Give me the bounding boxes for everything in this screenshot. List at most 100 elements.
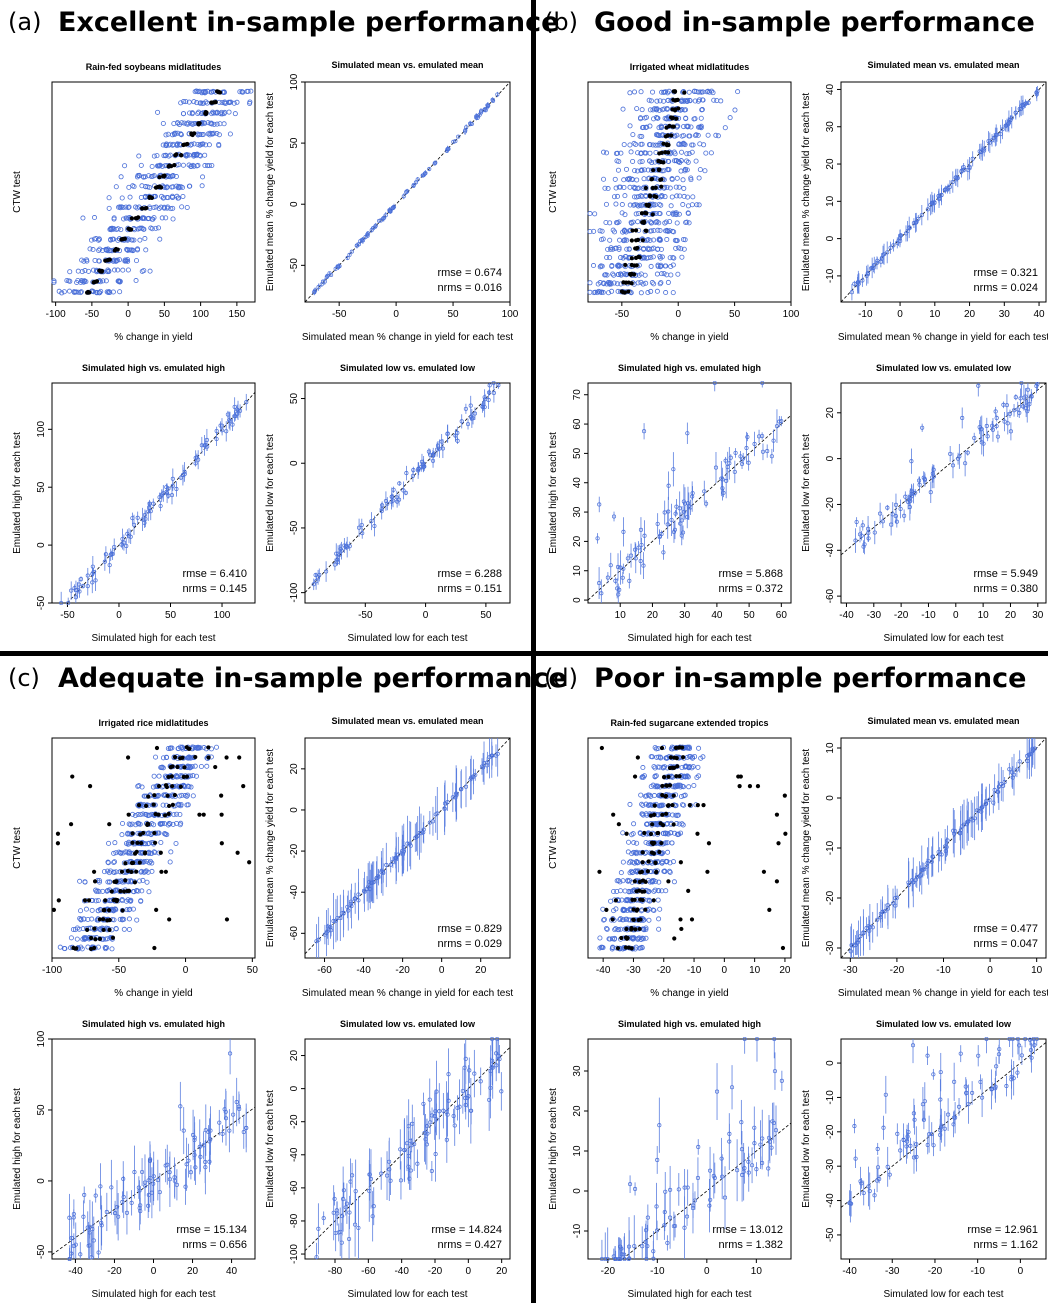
open-marker (697, 167, 703, 173)
x-tick-label: 0 (183, 965, 189, 976)
x-axis-label: Simulated high for each test (92, 633, 216, 644)
y-axis-label: CTW test (12, 827, 23, 869)
open-marker (199, 132, 205, 138)
data-point (107, 563, 112, 568)
panel-title: Simulated mean vs. emulated mean (867, 716, 1019, 726)
filled-marker (56, 898, 61, 903)
open-marker (616, 159, 622, 165)
y-tick-label: 20 (289, 763, 300, 775)
open-marker (112, 267, 118, 273)
filled-marker (130, 831, 135, 836)
open-marker (601, 149, 607, 155)
open-marker (602, 185, 608, 191)
filled-marker (621, 280, 626, 285)
data-point (495, 92, 500, 97)
x-tick-label: 0 (953, 610, 959, 621)
open-marker (668, 203, 674, 209)
open-marker (119, 195, 125, 201)
open-marker (202, 152, 208, 158)
data-point (431, 451, 436, 456)
open-marker (174, 142, 180, 148)
filled-marker (129, 216, 134, 221)
data-point (59, 600, 64, 606)
x-tick-label: -50 (358, 610, 373, 621)
filled-marker (689, 917, 695, 922)
filled-marker (107, 822, 112, 827)
filled-marker (673, 107, 678, 112)
open-marker (627, 184, 633, 190)
open-marker (664, 116, 670, 122)
data-point (397, 481, 402, 486)
y-tick-label: 0 (289, 201, 300, 207)
open-marker (107, 247, 113, 253)
filled-marker (92, 945, 97, 951)
data-point (380, 503, 385, 508)
open-marker (178, 132, 184, 138)
open-marker (160, 142, 166, 148)
data-point (225, 412, 230, 417)
open-marker (96, 258, 102, 264)
x-tick-label: 0 (393, 309, 399, 320)
filled-marker (628, 272, 634, 277)
data-point (459, 419, 464, 424)
y-tick-label: -50 (289, 520, 300, 535)
open-marker (715, 133, 721, 139)
data-point (73, 595, 78, 600)
filled-marker (671, 765, 677, 770)
x-tick-label: 0 (675, 309, 681, 320)
filled-marker (634, 246, 639, 251)
data-point (170, 483, 175, 488)
filled-marker (679, 926, 684, 932)
filled-marker (755, 783, 761, 789)
open-marker (638, 168, 644, 174)
filled-marker (91, 869, 97, 874)
open-marker (247, 99, 253, 105)
filled-marker (670, 115, 675, 120)
data-point (109, 551, 114, 556)
open-marker (191, 141, 197, 147)
x-tick-label: 30 (679, 610, 691, 621)
open-marker (693, 133, 699, 139)
open-marker (685, 210, 691, 216)
open-marker (216, 132, 222, 138)
x-tick-label: 20 (964, 309, 976, 320)
open-marker (122, 163, 128, 169)
open-marker (606, 290, 612, 296)
data-point (455, 430, 460, 435)
data-point (383, 499, 388, 504)
open-marker (638, 193, 644, 199)
x-tick-label: 0 (722, 965, 728, 976)
open-marker (163, 152, 169, 158)
filled-marker (126, 888, 132, 893)
open-marker (662, 220, 668, 226)
open-marker (179, 185, 185, 191)
open-marker (672, 237, 678, 243)
open-marker (179, 204, 185, 210)
data-point (413, 180, 418, 185)
y-tick-label: 0 (36, 1178, 47, 1184)
filled-marker (640, 238, 645, 243)
filled-marker (206, 755, 211, 760)
data-point (230, 422, 235, 427)
open-marker (185, 120, 191, 126)
filled-marker (115, 897, 120, 903)
filled-marker (102, 908, 107, 913)
open-marker (217, 121, 223, 127)
open-marker (648, 220, 654, 226)
data-point (324, 569, 329, 574)
open-marker (620, 255, 626, 261)
data-point (401, 488, 406, 493)
open-marker (640, 124, 646, 130)
filled-marker (173, 153, 178, 158)
x-tick-label: -30 (626, 965, 641, 976)
open-marker (176, 162, 182, 168)
x-tick-label: 60 (776, 610, 788, 621)
open-marker (607, 237, 613, 243)
filled-marker (597, 869, 602, 874)
data-point (232, 404, 237, 409)
open-marker (189, 141, 195, 147)
open-marker (631, 194, 637, 200)
data-point (378, 218, 383, 223)
filled-marker (247, 860, 252, 865)
data-point (480, 404, 485, 409)
